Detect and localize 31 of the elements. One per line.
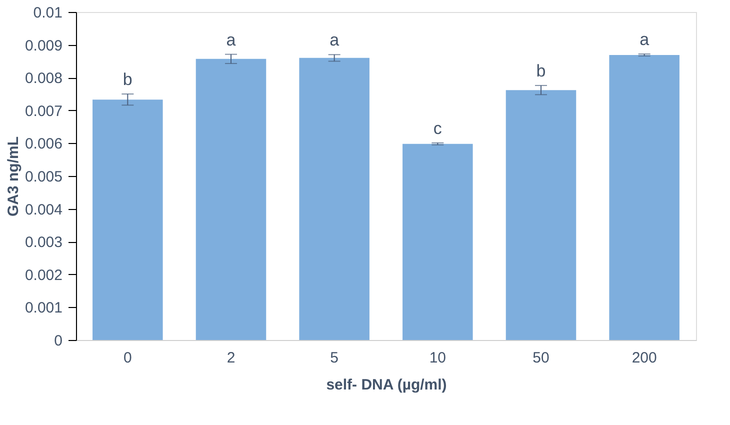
bar [506,90,576,340]
x-tick-label: 10 [429,350,446,366]
y-tick-label: 0.007 [24,102,62,120]
annotation: c [433,118,442,138]
y-tick-label: 0.009 [24,37,62,54]
annotation: b [536,61,546,80]
bar [609,54,680,340]
y-tick-label: 0.006 [24,136,62,153]
annotation: a [330,30,340,50]
y-tick-label: 0.01 [33,4,62,22]
y-tick-label: 0.005 [24,168,62,186]
y-tick-label: 0 [54,332,62,350]
y-tick-label: 0.004 [24,201,62,218]
y-axis-title: GA3 ng/mL [4,136,22,217]
y-tick-label: 0.008 [24,70,62,88]
annotation: a [640,30,650,49]
annotation: b [122,70,132,89]
bar [196,58,266,340]
annotation: a [226,30,236,50]
bar [299,58,370,340]
x-tick-label: 2 [226,350,236,366]
x-tick-label: 0 [123,350,132,366]
x-axis-title: self- DNA (µg/ml) [326,376,447,394]
x-tick-label: 5 [330,350,339,366]
x-tick-label: 50 [532,350,550,366]
y-tick-label: 0.002 [24,266,62,284]
bar [92,100,163,340]
y-tick-label: 0.001 [24,300,62,317]
x-tick-label: 200 [632,350,657,366]
bar [402,144,473,340]
y-tick-label: 0.003 [24,234,62,252]
